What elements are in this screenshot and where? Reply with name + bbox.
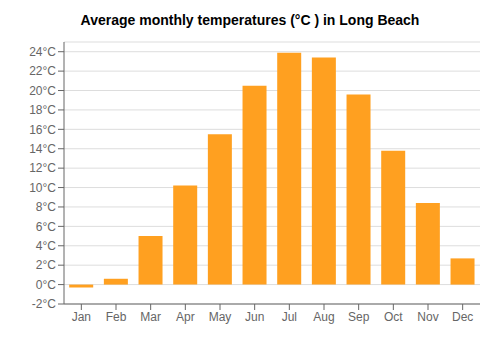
svg-text:-2°C: -2°C	[32, 297, 56, 311]
svg-text:0°C: 0°C	[36, 278, 56, 292]
svg-text:16°C: 16°C	[29, 123, 56, 137]
svg-text:10°C: 10°C	[29, 181, 56, 195]
svg-text:Jan: Jan	[72, 310, 91, 324]
svg-text:Feb: Feb	[106, 310, 127, 324]
svg-text:18°C: 18°C	[29, 103, 56, 117]
svg-text:Apr: Apr	[176, 310, 195, 324]
svg-text:24°C: 24°C	[29, 45, 56, 59]
svg-text:Aug: Aug	[313, 310, 334, 324]
svg-text:Mar: Mar	[140, 310, 161, 324]
svg-text:Oct: Oct	[384, 310, 403, 324]
svg-text:Jun: Jun	[245, 310, 264, 324]
svg-text:4°C: 4°C	[36, 239, 56, 253]
svg-text:2°C: 2°C	[36, 258, 56, 272]
svg-text:Dec: Dec	[452, 310, 473, 324]
svg-text:Nov: Nov	[417, 310, 438, 324]
svg-text:8°C: 8°C	[36, 200, 56, 214]
svg-text:12°C: 12°C	[29, 161, 56, 175]
html-text:Average monthly temperatures (: Average monthly temperatures (°C ) in Lo…	[80, 12, 420, 28]
svg-text:Jul: Jul	[282, 310, 297, 324]
svg-text:May: May	[209, 310, 232, 324]
svg-text:Sep: Sep	[348, 310, 370, 324]
svg-text:14°C: 14°C	[29, 142, 56, 156]
svg-text:6°C: 6°C	[36, 220, 56, 234]
svg-text:20°C: 20°C	[29, 84, 56, 98]
svg-text:22°C: 22°C	[29, 64, 56, 78]
